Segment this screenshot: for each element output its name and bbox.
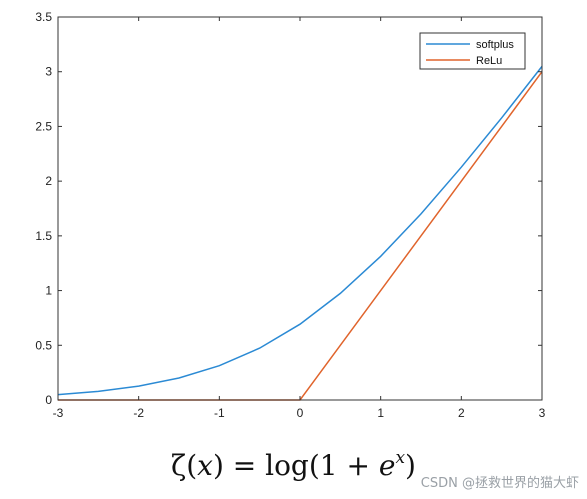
softplus-relu-chart: -3 -2 -1 0 1 2 3 0 0.5 1 1.5 2 2.5 3 3.5 softplus ReL… <box>35 10 546 420</box>
formula-exponent: x <box>395 448 406 468</box>
y-tick-label: 2.5 <box>35 119 52 133</box>
softplus-formula: ζ(x) = log(1 + ex) <box>0 448 587 482</box>
x-tick-label: -2 <box>133 406 144 420</box>
formula-base: e <box>378 449 396 482</box>
x-tick-label: 2 <box>458 406 465 420</box>
plot-frame <box>57 16 543 401</box>
legend: softplus ReLu <box>419 32 526 70</box>
y-tick-label: 1 <box>45 284 52 298</box>
legend-label-softplus: softplus <box>476 39 514 51</box>
plot-lines <box>57 65 543 401</box>
formula-mid: ) = log(1 + <box>212 449 379 482</box>
x-tick-label: -3 <box>53 406 64 420</box>
series-line-softplus <box>57 65 543 396</box>
x-tick-label: 0 <box>297 406 304 420</box>
x-tick-label: -1 <box>214 406 225 420</box>
x-tick-label: 3 <box>539 406 546 420</box>
formula-rhs: ) <box>405 449 416 482</box>
formula-var: x <box>197 449 213 482</box>
x-axis-ticks: -3 -2 -1 0 1 2 3 <box>53 17 546 420</box>
y-tick-label: 3.5 <box>35 10 52 24</box>
y-tick-label: 1.5 <box>35 229 52 243</box>
watermark: CSDN @拯救世界的猫大虾 <box>420 476 579 491</box>
legend-label-relu: ReLu <box>476 55 502 67</box>
formula-lhs: ζ( <box>171 449 198 482</box>
y-tick-label: 3 <box>45 65 52 79</box>
x-tick-label: 1 <box>377 406 384 420</box>
y-tick-label: 2 <box>45 174 52 188</box>
y-tick-label: 0 <box>45 393 52 407</box>
legend-box <box>419 32 526 70</box>
y-tick-label: 0.5 <box>35 338 52 352</box>
series-line-relu <box>58 71 543 401</box>
y-axis-ticks: 0 0.5 1 1.5 2 2.5 3 3.5 <box>35 10 542 407</box>
